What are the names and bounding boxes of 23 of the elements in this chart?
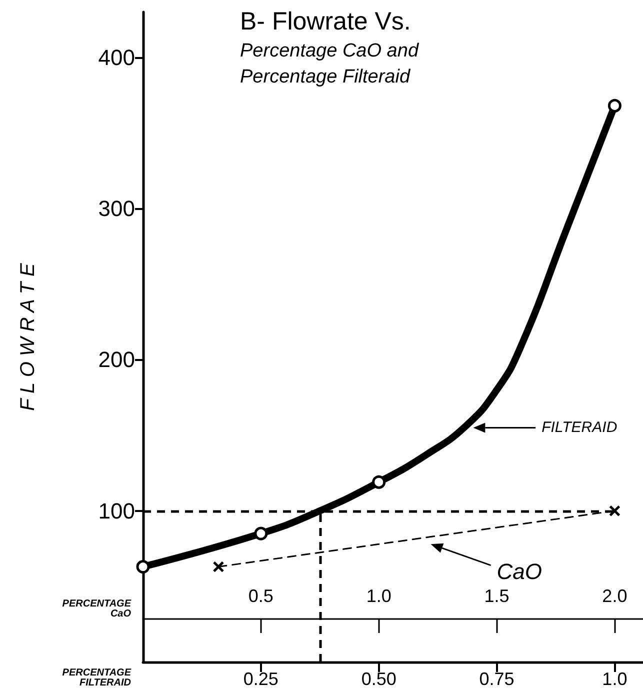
x2-tick-label: 2.0: [602, 586, 628, 606]
x2-tick-label: 1.5: [484, 586, 510, 606]
y-axis-title: F L O W R A T E: [17, 262, 39, 411]
x-tick-label: 1.0: [602, 669, 628, 689]
legend-label: FILTERAID: [542, 419, 618, 436]
x2-tick-label: 1.0: [366, 586, 392, 606]
chart-title: B- Flowrate Vs.: [240, 8, 411, 36]
point: [372, 475, 386, 489]
x-axis-title: PERCENTAGE FILTERAID: [62, 668, 132, 688]
y-tick-label: 100: [98, 498, 135, 524]
point: [136, 560, 150, 574]
x-tick-label: 0.25: [243, 669, 278, 689]
point: [254, 526, 268, 540]
y-tick-label: 300: [98, 196, 135, 222]
y-tick-label: 400: [98, 44, 135, 70]
x2-tick-label: 0.5: [248, 586, 274, 606]
y-tick-label: 200: [98, 347, 135, 372]
legend-label: CaO: [496, 558, 542, 584]
x-tick-label: 0.50: [361, 669, 396, 689]
point: [608, 98, 622, 112]
text: Percentage CaO and Percentage Filteraid: [240, 40, 420, 88]
x-tick-label: 0.75: [479, 669, 514, 689]
x2-axis-title: PERCENTAGE CaO: [62, 598, 132, 620]
